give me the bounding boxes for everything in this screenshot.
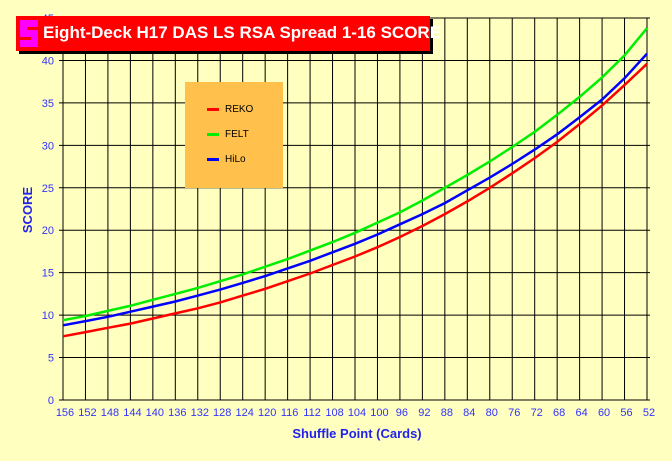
grid xyxy=(59,17,650,401)
y-tick-label: 25 xyxy=(42,183,54,195)
legend-label: HiLo xyxy=(225,154,246,165)
y-tick-label: 30 xyxy=(42,140,54,152)
x-tick-label: 120 xyxy=(258,407,276,419)
x-axis-label: Shuffle Point (Cards) xyxy=(292,426,421,441)
y-tick-label: 40 xyxy=(42,55,54,67)
x-tick-label: 68 xyxy=(553,407,565,419)
legend-swatch xyxy=(207,108,219,111)
legend: REKO FELT HiLo xyxy=(185,82,283,188)
y-axis-label: SCORE xyxy=(20,187,35,234)
legend-item-hilo: HiLo xyxy=(207,154,246,165)
y-tick-label: 10 xyxy=(42,310,54,322)
legend-label: REKO xyxy=(225,104,254,115)
series-line-felt xyxy=(62,27,648,322)
x-tick-label: 128 xyxy=(213,407,231,419)
x-ticks: 156 152 148 144 140 136 132 128 124 120 116 112 108 1… xyxy=(56,407,655,419)
x-tick-label: 64 xyxy=(575,407,587,419)
x-tick-label: 88 xyxy=(441,407,453,419)
x-tick-label: 56 xyxy=(620,407,632,419)
x-tick-label: 52 xyxy=(643,407,655,419)
x-tick-label: 148 xyxy=(101,407,119,419)
y-tick-label: 15 xyxy=(42,268,54,280)
x-tick-label: 92 xyxy=(418,407,430,419)
x-tick-label: 104 xyxy=(348,407,366,419)
x-tick-label: 96 xyxy=(396,407,408,419)
legend-swatch xyxy=(207,158,219,161)
x-tick-label: 112 xyxy=(303,407,321,419)
x-tick-label: 116 xyxy=(281,407,299,419)
x-tick-label: 84 xyxy=(463,407,475,419)
x-tick-label: 108 xyxy=(325,407,343,419)
y-tick-label: 20 xyxy=(42,225,54,237)
y-tick-label: 0 xyxy=(48,395,54,407)
x-tick-label: 76 xyxy=(508,407,520,419)
x-tick-label: 140 xyxy=(146,407,164,419)
series-line-hilo xyxy=(62,52,648,327)
legend-label: FELT xyxy=(225,129,249,140)
y-ticks: 051015202530354045 xyxy=(42,13,54,407)
x-tick-label: 136 xyxy=(168,407,186,419)
series-lines xyxy=(62,27,648,338)
x-tick-label: 100 xyxy=(370,407,388,419)
x-tick-label: 80 xyxy=(486,407,498,419)
y-tick-label: 5 xyxy=(48,353,54,365)
chart-title: Eight-Deck H17 DAS LS RSA Spread 1-16 SC… xyxy=(43,23,442,42)
legend-item-felt: FELT xyxy=(207,129,249,140)
x-tick-label: 144 xyxy=(123,407,141,419)
x-tick-label: 152 xyxy=(78,407,96,419)
series-line-reko xyxy=(62,62,648,338)
legend-item-reko: REKO xyxy=(207,104,253,115)
y-tick-label: 35 xyxy=(42,98,54,110)
legend-swatch xyxy=(207,133,219,136)
x-tick-label: 124 xyxy=(236,407,254,419)
logo-icon xyxy=(20,20,38,47)
title-banner: Eight-Deck H17 DAS LS RSA Spread 1-16 SC… xyxy=(16,16,441,51)
x-tick-label: 132 xyxy=(191,407,209,419)
x-tick-label: 156 xyxy=(56,407,74,419)
x-tick-label: 60 xyxy=(598,407,610,419)
x-tick-label: 72 xyxy=(531,407,543,419)
